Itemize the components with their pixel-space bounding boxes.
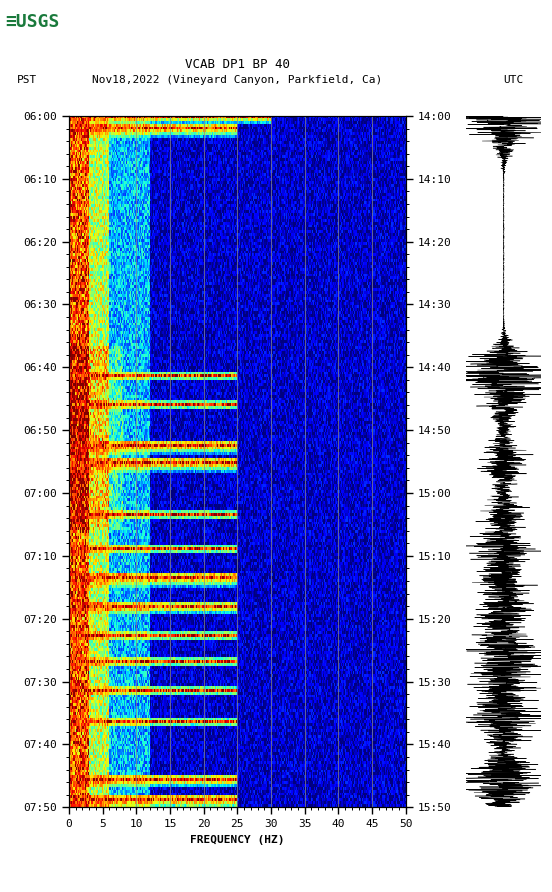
- X-axis label: FREQUENCY (HZ): FREQUENCY (HZ): [190, 835, 285, 845]
- Text: ≡USGS: ≡USGS: [6, 13, 60, 31]
- Text: VCAB DP1 BP 40: VCAB DP1 BP 40: [185, 58, 290, 71]
- Text: Nov18,2022 (Vineyard Canyon, Parkfield, Ca): Nov18,2022 (Vineyard Canyon, Parkfield, …: [92, 75, 383, 85]
- Text: PST: PST: [17, 75, 37, 85]
- Text: UTC: UTC: [503, 75, 523, 85]
